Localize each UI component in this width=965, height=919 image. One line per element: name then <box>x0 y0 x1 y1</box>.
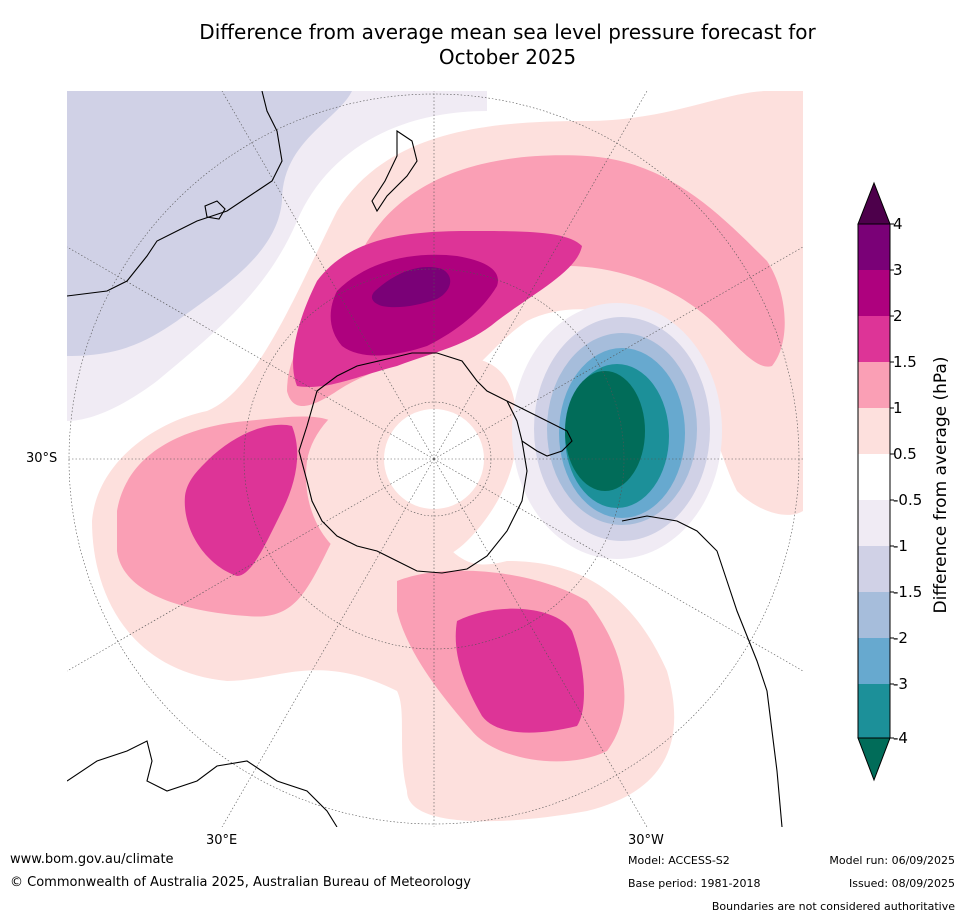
colorbar-bin <box>858 224 890 270</box>
colorbar-bin <box>858 500 890 546</box>
footer-website[interactable]: www.bom.gov.au/climate <box>10 852 174 867</box>
colorbar-title: Difference from average (hPa) <box>931 356 951 614</box>
colorbar-tick-label: -0.5 <box>893 491 923 509</box>
colorbar-tick-marks <box>890 223 894 739</box>
graticule <box>67 91 803 827</box>
colorbar-tick-label: 0.5 <box>893 445 917 463</box>
lon-label-30e: 30°E <box>206 833 238 848</box>
footer-copyright: © Commonwealth of Australia 2025, Austra… <box>10 875 471 890</box>
title-line-2: October 2025 <box>438 45 577 69</box>
colorbar-tick-label: 1 <box>893 399 903 417</box>
colorbar-bottom-extension <box>857 737 891 782</box>
colorbar <box>857 181 894 782</box>
colorbar-bin <box>858 684 890 738</box>
footer-model-run: Model run: 06/09/2025 <box>829 854 955 867</box>
colorbar-bin <box>858 546 890 592</box>
colorbar-tick-label: -1 <box>893 537 908 555</box>
colorbar-tick-label: -4 <box>893 729 908 747</box>
negative-anomaly-australia <box>67 91 352 356</box>
colorbar-bin <box>858 454 890 500</box>
colorbar-tick-label: 3 <box>893 261 903 279</box>
colorbar-top-extension <box>857 181 891 225</box>
coastlines <box>67 91 783 827</box>
footer-model: Model: ACCESS-S2 <box>628 854 730 867</box>
new-zealand-coastline <box>371 129 418 213</box>
tasmania-coastline <box>204 200 226 220</box>
colorbar-bin <box>858 316 890 362</box>
map-panel <box>67 91 803 827</box>
colorbar-tick-label: -3 <box>893 675 908 693</box>
positive-anomaly-indian-ocean <box>184 424 298 576</box>
footer-disclaimer: Boundaries are not considered authoritat… <box>711 900 955 913</box>
colorbar-tick-label: 4 <box>893 215 903 233</box>
colorbar-bin <box>858 408 890 454</box>
title-line-1: Difference from average mean sea level p… <box>199 20 816 44</box>
south-america-coastline <box>621 515 783 827</box>
negative-anomaly-drake-passage <box>565 371 645 491</box>
colorbar-bin <box>858 270 890 316</box>
antarctica-coastline <box>298 352 528 574</box>
colorbar-bin <box>858 362 890 408</box>
footer-base-period: Base period: 1981-2018 <box>628 877 761 890</box>
africa-coastline <box>67 740 338 827</box>
antarctic-peninsula-coastline <box>506 400 573 457</box>
colorbar-bin <box>858 638 890 684</box>
colorbar-bin <box>858 592 890 638</box>
colorbar-tick-label: 2 <box>893 307 903 325</box>
polar-stereographic-map <box>67 91 803 827</box>
colorbar-tick-label: -2 <box>893 629 908 647</box>
colorbar-tick-label: 1.5 <box>893 353 917 371</box>
lat-label-30s: 30°S <box>26 451 58 466</box>
australia-coastline <box>67 91 283 297</box>
chart-title: Difference from average mean sea level p… <box>60 20 955 70</box>
positive-anomaly-south-atlantic <box>455 608 584 733</box>
positive-anomaly-south-pacific <box>371 267 451 308</box>
lon-label-30w: 30°W <box>628 833 664 848</box>
colorbar-outline <box>857 223 891 739</box>
footer-issued: Issued: 08/09/2025 <box>848 877 955 890</box>
colorbar-tick-label: -1.5 <box>893 583 923 601</box>
